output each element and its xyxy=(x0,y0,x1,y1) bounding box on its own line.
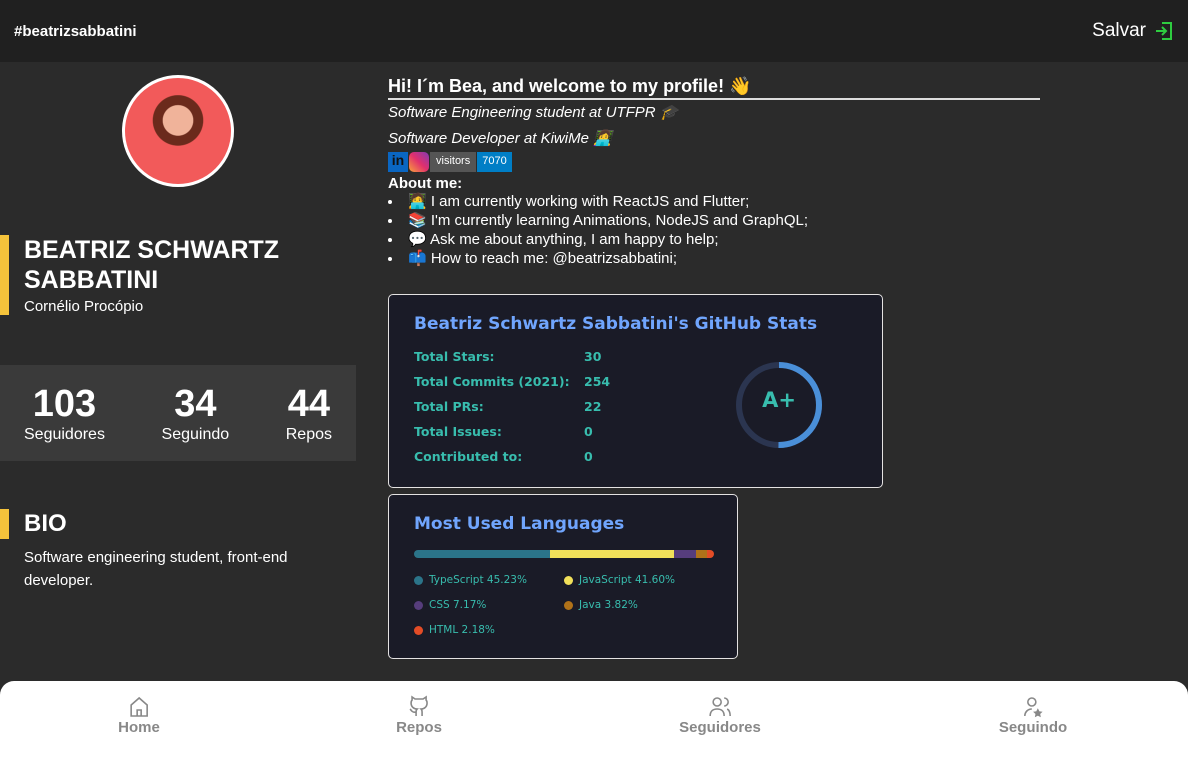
home-icon xyxy=(130,696,148,717)
legend-label: HTML 2.18% xyxy=(429,624,495,636)
stat-following[interactable]: 34 Seguindo xyxy=(162,365,230,461)
github-stats-card: Beatriz Schwartz Sabbatini's GitHub Stat… xyxy=(388,294,883,488)
nav-label: Home xyxy=(118,719,160,736)
readme-line-2: Software Developer at KiwiMe 👩‍💻 xyxy=(388,130,612,147)
profile-city: Cornélio Procópio xyxy=(24,298,144,315)
list-item: 🧑‍💻 I am currently working with ReactJS … xyxy=(388,192,1040,211)
stats-title: Beatriz Schwartz Sabbatini's GitHub Stat… xyxy=(414,314,818,334)
legend-item: CSS 7.17% xyxy=(414,599,486,611)
stats-value: 0 xyxy=(584,424,593,439)
stat-followers[interactable]: 103 Seguidores xyxy=(24,365,105,461)
readme-greeting: Hi! I´m Bea, and welcome to my profile! … xyxy=(388,76,1040,100)
nav-label: Seguindo xyxy=(998,719,1068,736)
nav-followers[interactable]: Seguidores xyxy=(679,695,761,736)
stats-value: 0 xyxy=(584,449,593,464)
legend-label: Java 3.82% xyxy=(579,599,638,611)
legend-item: Java 3.82% xyxy=(564,599,638,611)
stats-label: Contributed to: xyxy=(414,449,523,464)
stats-row: Contributed to: 0 xyxy=(414,449,593,464)
stats-label: Total Stars: xyxy=(414,349,495,364)
legend-item: JavaScript 41.60% xyxy=(564,574,675,586)
legend-label: CSS 7.17% xyxy=(429,599,487,611)
bio-title: BIO xyxy=(0,509,67,539)
stat-label: Seguindo xyxy=(161,425,230,443)
bar-segment-html xyxy=(707,550,714,558)
legend-dot xyxy=(414,600,423,610)
list-item: 💬 Ask me about anything, I am happy to h… xyxy=(388,230,1040,249)
profile-stats: 103 Seguidores 34 Seguindo 44 Repos xyxy=(0,365,356,461)
sign-in-icon xyxy=(1156,22,1172,40)
about-title: About me: xyxy=(388,175,463,192)
save-label: Salvar xyxy=(1092,20,1146,41)
save-button[interactable]: Salvar xyxy=(1092,20,1174,42)
legend-label: JavaScript 41.60% xyxy=(579,574,676,586)
stat-value: 44 xyxy=(287,382,330,425)
stats-label: Total Issues: xyxy=(414,424,502,439)
stat-label: Repos xyxy=(285,425,332,443)
nav-label: Repos xyxy=(396,719,442,736)
top-bar: #beatrizsabbatini Salvar xyxy=(0,0,1188,62)
stats-value: 30 xyxy=(584,349,602,364)
nav-repos[interactable]: Repos xyxy=(396,695,442,736)
stats-label: Total Commits (2021): xyxy=(414,374,570,389)
legend-dot xyxy=(414,575,423,585)
instagram-icon[interactable] xyxy=(409,152,429,172)
users-icon xyxy=(709,697,731,717)
list-item: 📫 How to reach me: @beatrizsabbatini; xyxy=(388,249,1040,268)
stats-label: Total PRs: xyxy=(414,399,484,414)
profile-name: BEATRIZ SCHWARTZ SABBATINI xyxy=(24,236,280,294)
grade-ring xyxy=(736,362,822,448)
stat-repos[interactable]: 44 Repos xyxy=(286,365,332,461)
bar-segment-java xyxy=(695,550,708,558)
legend-item: TypeScript 45.23% xyxy=(414,574,527,586)
github-icon xyxy=(409,695,428,716)
bio-text: Software engineering student, front-end … xyxy=(24,549,288,589)
readme: Hi! I´m Bea, and welcome to my profile! … xyxy=(388,76,1040,268)
bar-segment-typescript xyxy=(414,550,550,558)
nav-home[interactable]: Home xyxy=(118,695,160,736)
avatar xyxy=(122,75,234,187)
legend-dot xyxy=(414,625,423,635)
badges: in visitors 7070 xyxy=(388,152,1040,172)
legend-item: HTML 2.18% xyxy=(414,624,495,636)
stat-label: Seguidores xyxy=(24,425,105,443)
name-block: BEATRIZ SCHWARTZ SABBATINI Cornélio Proc… xyxy=(0,235,324,315)
legend-label: TypeScript 45.23% xyxy=(429,574,527,586)
stat-value: 34 xyxy=(174,382,217,425)
bar-segment-javascript xyxy=(549,550,675,558)
stats-value: 22 xyxy=(584,399,602,414)
stats-value: 254 xyxy=(584,374,611,389)
grade: A+ xyxy=(762,388,796,412)
username: #beatrizsabbatini xyxy=(14,22,137,40)
stats-row: Total PRs: 22 xyxy=(414,399,601,414)
stats-row: Total Commits (2021): 254 xyxy=(414,374,610,389)
user-star-icon xyxy=(1024,697,1043,718)
stats-row: Total Issues: 0 xyxy=(414,424,593,439)
readme-line-1: Software Engineering student at UTFPR 🎓 xyxy=(388,104,679,121)
nav-following[interactable]: Seguindo xyxy=(999,695,1067,736)
bar-segment-css xyxy=(674,550,696,558)
stat-value: 103 xyxy=(32,382,97,425)
visitors-badge-count: 7070 xyxy=(477,152,512,172)
about-list: 🧑‍💻 I am currently working with ReactJS … xyxy=(388,192,1040,268)
languages-bar xyxy=(414,550,714,558)
languages-card: Most Used Languages TypeScript 45.23% Jav… xyxy=(388,494,738,659)
legend-dot xyxy=(564,600,573,610)
visitors-badge-label: visitors xyxy=(430,152,477,172)
legend-dot xyxy=(564,575,573,585)
list-item: 📚 I'm currently learning Animations, Nod… xyxy=(388,211,1040,230)
linkedin-icon[interactable]: in xyxy=(388,152,408,172)
nav-label: Seguidores xyxy=(679,719,761,736)
languages-title: Most Used Languages xyxy=(414,514,625,534)
stats-row: Total Stars: 30 xyxy=(414,349,601,364)
bottom-nav: Home Repos Seguidores Seguindo xyxy=(0,681,1188,761)
